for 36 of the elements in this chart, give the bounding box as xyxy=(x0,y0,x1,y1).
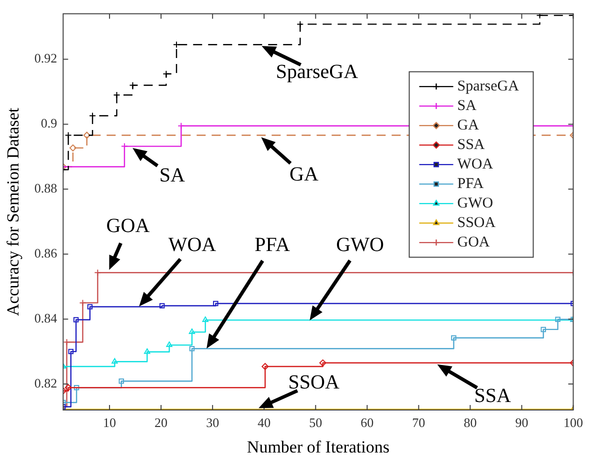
legend-label: SSOA xyxy=(457,214,496,231)
legend-label: SSA xyxy=(457,136,485,153)
annotation: GOA xyxy=(106,214,150,237)
y-tick-label: 0.84 xyxy=(34,310,58,326)
x-axis-title: Number of Iterations xyxy=(246,437,390,456)
y-tick-label: 0.82 xyxy=(34,375,58,390)
annotation: WOA xyxy=(168,234,217,256)
legend-label: SA xyxy=(457,98,477,114)
x-tick-label: 70 xyxy=(412,415,426,430)
y-tick-label: 0.88 xyxy=(34,180,58,196)
annotation: SparseGA xyxy=(276,60,359,83)
annotation: PFA xyxy=(254,234,290,256)
x-tick-label: 50 xyxy=(309,415,322,430)
annotation: GWO xyxy=(336,234,384,256)
y-axis-title: Accuracy for Semeion Dataset xyxy=(4,108,23,316)
x-tick-label: 80 xyxy=(464,415,477,430)
x-tick-label: 10 xyxy=(103,415,116,430)
legend-label: GOA xyxy=(457,234,490,250)
x-tick-label: 30 xyxy=(206,415,220,430)
legend-label: PFA xyxy=(457,176,484,192)
legend-label: SparseGA xyxy=(457,78,520,94)
legend-label: WOA xyxy=(457,156,494,172)
legend-label: GWO xyxy=(457,195,494,212)
annotation: SSA xyxy=(474,385,512,408)
annotation: SSOA xyxy=(288,372,340,394)
x-tick-label: 40 xyxy=(258,415,271,430)
x-tick-label: 100 xyxy=(564,415,583,430)
annotation: GA xyxy=(290,164,319,186)
x-tick-label: 20 xyxy=(154,415,168,430)
y-tick-label: 0.86 xyxy=(34,246,58,261)
annotation: SA xyxy=(159,164,186,187)
x-tick-label: 60 xyxy=(360,415,374,430)
x-tick-label: 90 xyxy=(515,415,528,430)
y-tick-label: 0.9 xyxy=(40,116,58,131)
y-tick-label: 0.92 xyxy=(34,50,58,66)
legend-label: GA xyxy=(457,117,480,134)
